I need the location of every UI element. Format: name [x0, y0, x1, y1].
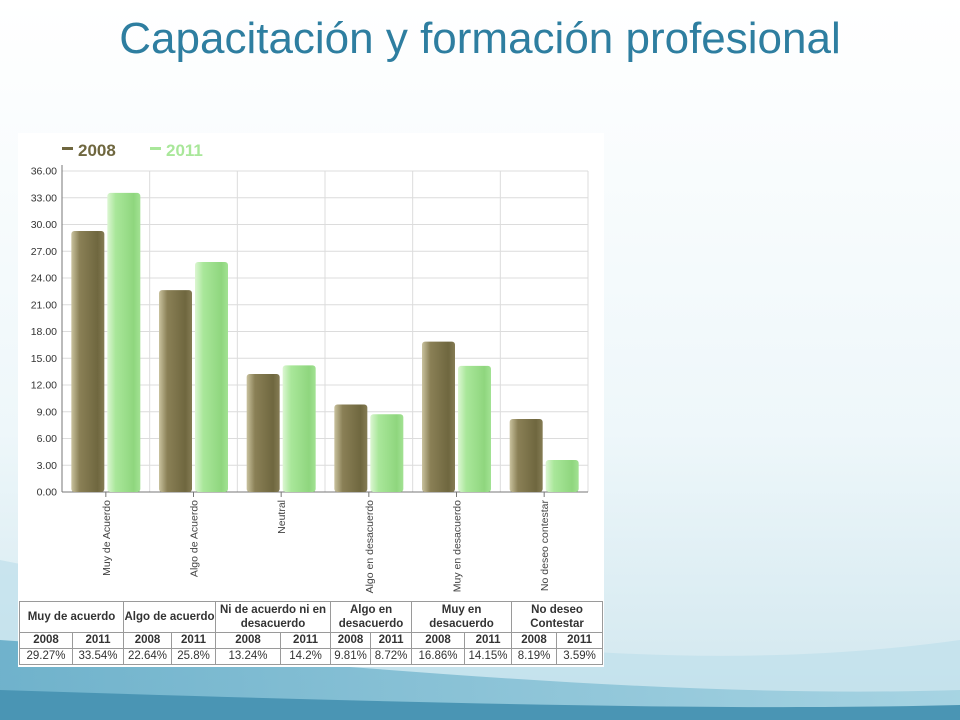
table-value-cell: 3.59% [556, 648, 604, 665]
bar-2008 [334, 404, 368, 492]
table-value-cell: 9.81% [330, 648, 372, 665]
bar-2011 [195, 261, 228, 492]
table-year-cell: 2011 [556, 632, 604, 649]
table-year-cell: 2011 [464, 632, 513, 649]
bar-2008 [159, 290, 192, 492]
bar-2008 [71, 231, 105, 492]
table-value-cell: 25.8% [170, 648, 217, 665]
x-tick-label: Muy de Acuerdo [101, 500, 113, 576]
y-tick-label: 33.00 [31, 192, 57, 204]
chart-panel: 0.00 3.00 6.00 9.00 12.00 15.00 18.00 21.00 24.0… [18, 133, 604, 667]
x-tick-label: No deseo contestar [539, 500, 551, 592]
table-year-cell: 2011 [72, 632, 124, 649]
data-table: Muy de acuerdo Algo de acuerdo Ni de acu… [19, 601, 604, 665]
y-tick-label: 3.00 [37, 460, 58, 472]
table-year-cell: 2008 [19, 632, 73, 649]
table-year-cell: 2008 [511, 632, 558, 649]
x-tick-label: Algo en desacuerdo [364, 500, 376, 594]
y-tick-label: 24.00 [31, 273, 57, 285]
table-year-cell: 2011 [370, 632, 413, 649]
bar-chart: 0.00 3.00 6.00 9.00 12.00 15.00 18.00 21.00 24.0… [31, 141, 589, 594]
bar-2011 [458, 365, 491, 492]
table-value-cell: 22.64% [123, 648, 172, 665]
table-value-cell: 16.86% [411, 648, 466, 665]
table-value-cell: 8.72% [370, 648, 413, 665]
table-value-cell: 33.54% [72, 648, 124, 665]
table-header-cell: Ni de acuerdo ni en desacuerdo [215, 601, 332, 633]
table-year-cell: 2011 [280, 632, 332, 649]
table-value-cell: 14.15% [464, 648, 513, 665]
x-tick-label: Neutral [276, 500, 288, 534]
y-tick-label: 12.00 [31, 380, 57, 392]
legend-label-2011: 2011 [166, 141, 203, 160]
legend-swatch-2011 [150, 147, 161, 150]
y-tick-label: 21.00 [31, 299, 57, 311]
bar-2011 [282, 365, 316, 492]
legend-label-2008: 2008 [78, 141, 116, 160]
table-value-cell: 8.19% [511, 648, 558, 665]
y-tick-label: 6.00 [37, 433, 58, 445]
bar-2008 [246, 373, 280, 492]
table-year-cell: 2008 [330, 632, 372, 649]
slide-title: Capacitación y formación profesional [119, 14, 841, 63]
y-tick-label: 27.00 [31, 246, 57, 258]
y-tick-label: 30.00 [31, 219, 57, 231]
y-tick-label: 18.00 [31, 326, 57, 338]
bar-2011 [370, 414, 404, 492]
table-year-cell: 2008 [411, 632, 466, 649]
table-header-cell: Algo en desacuerdo [330, 601, 413, 633]
y-tick-label: 0.00 [37, 487, 58, 499]
table-value-cell: 14.2% [280, 648, 332, 665]
table-header-cell: Algo de acuerdo [122, 601, 217, 633]
table-value-cell: 29.27% [19, 648, 73, 665]
bar-2008 [509, 418, 543, 492]
y-tick-label: 9.00 [37, 406, 58, 418]
table-year-cell: 2008 [123, 632, 172, 649]
x-tick-label: Muy en desacuerdo [452, 500, 464, 592]
bar-2011 [545, 459, 579, 492]
table-value-cell: 13.24% [215, 648, 282, 665]
x-tick-label: Algo de Acuerdo [189, 500, 201, 577]
y-tick-label: 15.00 [31, 353, 57, 365]
table-header-cell: Muy en desacuerdo [411, 601, 513, 633]
legend-swatch-2008 [62, 147, 73, 150]
bar-2008 [422, 341, 455, 492]
table-year-cell: 2008 [215, 632, 282, 649]
y-tick-label: 36.00 [31, 166, 57, 178]
table-header-cell: No deseo Contestar [511, 601, 604, 633]
table-year-cell: 2011 [170, 632, 217, 649]
bar-2011 [107, 192, 141, 492]
table-header-cell: Muy de acuerdo [19, 601, 124, 633]
